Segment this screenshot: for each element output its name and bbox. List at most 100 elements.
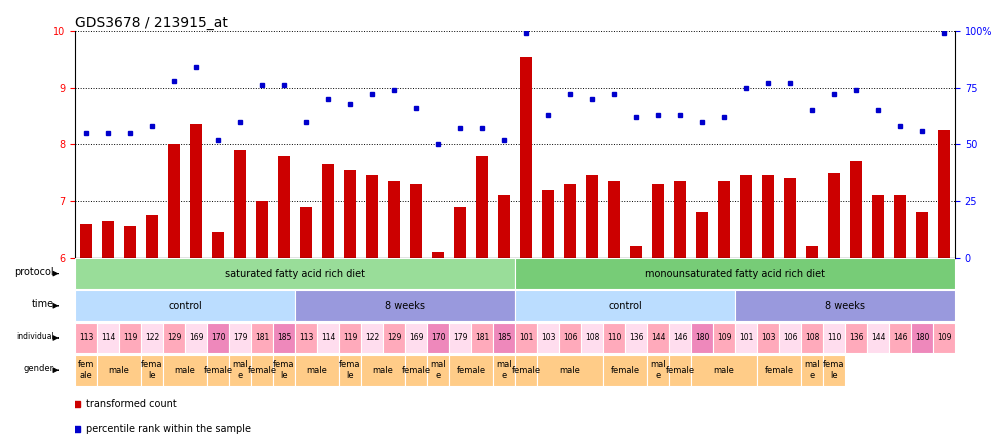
Bar [405,322,427,353]
Text: control: control [608,301,642,311]
Bar [163,322,185,353]
Bar [559,322,581,353]
Bar [75,322,97,353]
Bar [75,258,515,289]
Bar [212,232,224,258]
Bar [75,355,97,386]
Text: 129: 129 [167,333,181,342]
Text: GDS3678 / 213915_at: GDS3678 / 213915_at [75,16,228,30]
Bar [762,175,774,258]
Text: 103: 103 [541,333,555,342]
Bar [603,322,625,353]
Bar [515,290,735,321]
Bar [916,212,928,258]
Text: 185: 185 [497,333,511,342]
Bar [669,355,691,386]
Text: male: male [109,366,129,375]
Bar [652,184,664,258]
Text: mal
e: mal e [430,361,446,380]
Bar [207,322,229,353]
Bar [449,355,493,386]
Text: saturated fatty acid rich diet: saturated fatty acid rich diet [225,269,365,279]
Bar [779,322,801,353]
Bar [735,290,955,321]
Bar [757,355,801,386]
Bar [97,322,119,353]
Bar [823,355,845,386]
Bar [647,322,669,353]
Text: 101: 101 [739,333,753,342]
Text: 8 weeks: 8 weeks [385,301,425,311]
Text: 144: 144 [651,333,665,342]
Text: male: male [175,366,195,375]
Bar [317,322,339,353]
Bar [674,181,686,258]
Text: 146: 146 [893,333,907,342]
Bar [471,322,493,353]
Bar [889,322,911,353]
Bar [432,252,444,258]
Bar [586,175,598,258]
Bar [449,322,471,353]
Bar [515,322,537,353]
Text: female: female [203,366,233,375]
Bar [273,322,295,353]
Bar [537,322,559,353]
Bar [735,322,757,353]
Text: 170: 170 [211,333,225,342]
Bar [168,144,180,258]
Bar [410,184,422,258]
Bar [630,246,642,258]
Bar [322,164,334,258]
Text: male: male [714,366,734,375]
Text: female: female [511,366,541,375]
Bar [938,130,950,258]
Text: mal
e: mal e [496,361,512,380]
Text: 146: 146 [673,333,687,342]
Bar [339,355,361,386]
Text: 109: 109 [937,333,951,342]
Text: fema
le: fema le [141,361,163,380]
Bar [454,206,466,258]
Bar [608,181,620,258]
Text: 103: 103 [761,333,775,342]
Text: 113: 113 [79,333,93,342]
Bar [498,195,510,258]
Bar [784,178,796,258]
Bar [669,322,691,353]
Text: 170: 170 [431,333,445,342]
Bar [823,322,845,353]
Bar [273,355,295,386]
Bar [124,226,136,258]
Bar [207,355,229,386]
Bar [537,355,603,386]
Text: female: female [665,366,695,375]
Text: 110: 110 [607,333,621,342]
Text: 179: 179 [233,333,247,342]
Text: fem
ale: fem ale [78,361,94,380]
Text: male: male [373,366,393,375]
Bar [75,290,295,321]
Bar [647,355,669,386]
Text: 106: 106 [783,333,797,342]
Bar [603,355,647,386]
Text: 101: 101 [519,333,533,342]
Bar [234,150,246,258]
Text: female: female [247,366,277,375]
Text: 106: 106 [563,333,577,342]
Text: male: male [307,366,327,375]
Text: 114: 114 [101,333,115,342]
Bar [801,355,823,386]
Bar [383,322,405,353]
Bar [163,355,207,386]
Bar [757,322,779,353]
Text: mal
e: mal e [232,361,248,380]
Text: 169: 169 [189,333,203,342]
Text: fema
le: fema le [273,361,295,380]
Bar [278,156,290,258]
Bar [80,224,92,258]
Text: 185: 185 [277,333,291,342]
Text: transformed count: transformed count [86,400,176,409]
Bar [300,206,312,258]
Text: mal
e: mal e [650,361,666,380]
